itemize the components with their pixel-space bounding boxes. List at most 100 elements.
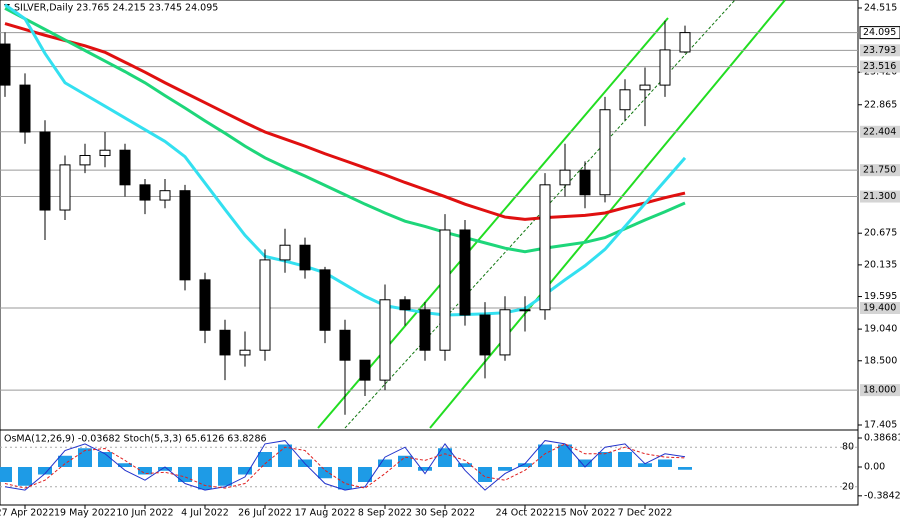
y-tick-label: 19.040 [864, 324, 897, 335]
osma-bar [318, 467, 332, 479]
chart-title: SILVER,Daily 23.765 24.215 23.745 24.095 [14, 3, 218, 14]
osma-bar [558, 444, 572, 467]
osma-bar [678, 467, 692, 470]
candle-body [139, 184, 151, 201]
moving-average [4, 3, 687, 317]
candle-body [259, 259, 271, 351]
x-tick-label: 8 Sep 2022 [358, 508, 412, 519]
level-label: 23.516 [863, 61, 896, 72]
osma-bar [258, 452, 272, 467]
level-label: 22.404 [863, 126, 896, 137]
osma-bar [178, 467, 192, 482]
candle-body [679, 32, 691, 53]
candle-body [439, 229, 451, 351]
osma-bar [218, 467, 232, 486]
y-tick-label: 18.500 [864, 355, 897, 366]
osma-bar [498, 467, 512, 471]
channel-line [317, 17, 669, 429]
osma-bar [0, 467, 12, 482]
level-label-box [860, 164, 900, 177]
level-label: 18.000 [863, 385, 896, 396]
candle-body [99, 149, 111, 156]
candle-body [59, 164, 71, 211]
osma-bar [358, 467, 372, 482]
osma-bar [338, 467, 352, 490]
candle-body [0, 43, 11, 86]
osma-bar [58, 455, 72, 467]
level-label: 24.095 [863, 27, 896, 38]
osma-bar [398, 455, 412, 467]
indicator-title: OsMA(12,26,9) -0.03682 Stoch(5,3,3) 65.6… [4, 434, 267, 445]
osma-bar [118, 463, 132, 467]
x-tick-label: 26 Jul 2022 [238, 508, 292, 519]
x-tick-label: 27 Apr 2022 [0, 508, 54, 519]
x-tick-label: 24 Oct 2022 [496, 508, 555, 519]
candle-body [499, 309, 511, 356]
osma-bar [438, 448, 452, 467]
x-tick-label: 19 May 2022 [54, 508, 116, 519]
osma-tick-label: 0.00 [864, 462, 885, 473]
candle-body [319, 269, 331, 331]
candle-body [459, 229, 471, 316]
candle-body [339, 329, 351, 361]
x-tick-label: 15 Nov 2022 [555, 508, 616, 519]
level-label-box [860, 384, 900, 397]
osma-bar [138, 467, 152, 475]
x-tick-label: 10 Jun 2022 [116, 508, 173, 519]
osma-bar [538, 444, 552, 467]
stoch-tick-label: 80 [842, 442, 854, 453]
osma-bar [98, 452, 112, 467]
stoch-tick-label: 20 [842, 481, 854, 492]
y-tick-label: 20.135 [864, 259, 897, 270]
level-label-box [860, 125, 900, 138]
y-tick-label: 20.675 [864, 228, 897, 239]
candle-body [279, 244, 291, 261]
stoch-line [4, 440, 686, 491]
osma-bar [378, 459, 392, 467]
y-tick-label: 24.515 [864, 2, 897, 13]
osma-bar [578, 459, 592, 467]
candle-body [359, 359, 371, 381]
candle-body [599, 109, 611, 196]
level-label: 21.750 [863, 165, 896, 176]
candle-body [559, 169, 571, 186]
candle-body [239, 349, 251, 356]
plot-frame [0, 0, 859, 506]
x-tick-label: 4 Jul 2022 [181, 508, 229, 519]
level-label-box [860, 60, 900, 73]
osma-bar [478, 467, 492, 482]
osma-bar [658, 459, 672, 467]
candle-body [659, 49, 671, 86]
level-label-box [860, 44, 900, 57]
osma-bar [158, 467, 172, 471]
candle-body [579, 169, 591, 196]
osma-bar [518, 463, 532, 467]
x-tick-label: 17 Aug 2022 [295, 508, 356, 519]
candle-body [479, 314, 491, 356]
osma-bar [618, 452, 632, 467]
level-label: 23.793 [863, 45, 896, 56]
candle-body [399, 299, 411, 311]
osma-bar [18, 467, 32, 486]
candle-body [119, 149, 131, 186]
y-tick-label: 17.405 [864, 420, 897, 431]
candle-body [39, 131, 51, 211]
candle-body [619, 89, 631, 111]
candle-body [159, 190, 171, 201]
x-tick-label: 7 Dec 2022 [618, 508, 673, 519]
osma-bar [598, 452, 612, 467]
osma-bar [238, 467, 252, 475]
x-tick-label: 30 Sep 2022 [415, 508, 475, 519]
candle-body [539, 184, 551, 311]
channel-line [429, 0, 786, 429]
candle-body [79, 154, 91, 166]
y-tick-label: 19.595 [864, 291, 897, 302]
candle-body [419, 309, 431, 351]
osma-bar [38, 467, 52, 475]
moving-average [4, 22, 686, 221]
osma-bar [458, 463, 472, 467]
stoch-line [4, 443, 686, 489]
level-label-box [860, 190, 900, 203]
